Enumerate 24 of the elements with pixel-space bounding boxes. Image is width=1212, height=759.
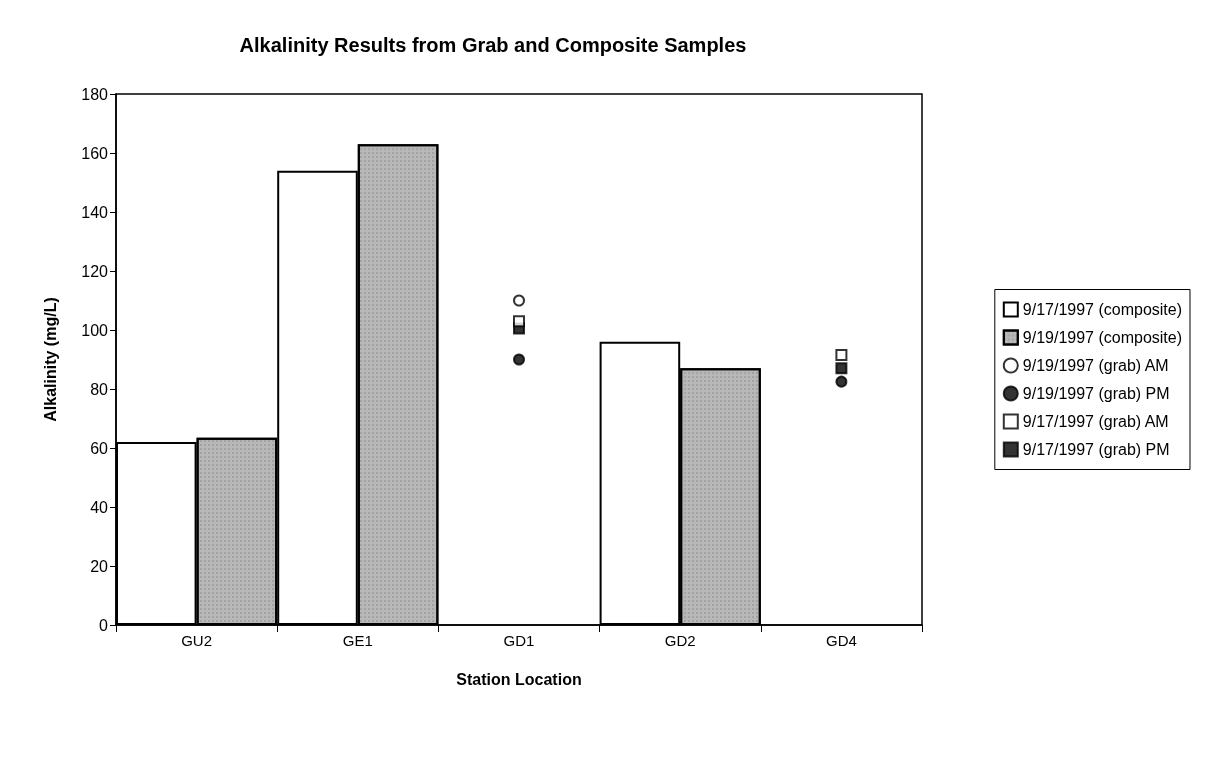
y-tick-label: 40 [90, 498, 109, 516]
y-tick-label: 100 [81, 321, 109, 339]
x-tick-label: GD1 [503, 632, 535, 649]
x-tick-label: GD2 [664, 632, 696, 649]
y-tick-label: 80 [90, 380, 109, 398]
legend-label: 9/19/1997 (grab) PM [1022, 385, 1170, 402]
x-axis-title: Station Location [456, 670, 582, 688]
legend-label: 9/19/1997 (grab) AM [1022, 357, 1169, 374]
x-tick-label: GE1 [342, 632, 373, 649]
y-tick-label: 140 [81, 203, 109, 221]
y-tick-label: 180 [81, 85, 109, 103]
x-tick-label: GD4 [825, 632, 857, 649]
legend-label: 9/17/1997 (composite) [1022, 301, 1182, 318]
x-tick-label: GU2 [181, 632, 213, 649]
y-axis-title: Alkalinity (mg/L) [41, 297, 59, 422]
y-tick-label: 0 [99, 616, 109, 634]
legend-label: 9/17/1997 (grab) AM [1022, 413, 1169, 430]
chart-title: Alkalinity Results from Grab and Composite Samples [239, 34, 747, 56]
y-tick-label: 160 [81, 144, 109, 162]
y-tick-label: 60 [90, 439, 109, 457]
y-tick-label: 120 [81, 262, 109, 280]
legend-label: 9/19/1997 (composite) [1022, 329, 1182, 346]
y-tick-label: 20 [90, 557, 109, 575]
legend-label: 9/17/1997 (grab) PM [1022, 441, 1170, 458]
